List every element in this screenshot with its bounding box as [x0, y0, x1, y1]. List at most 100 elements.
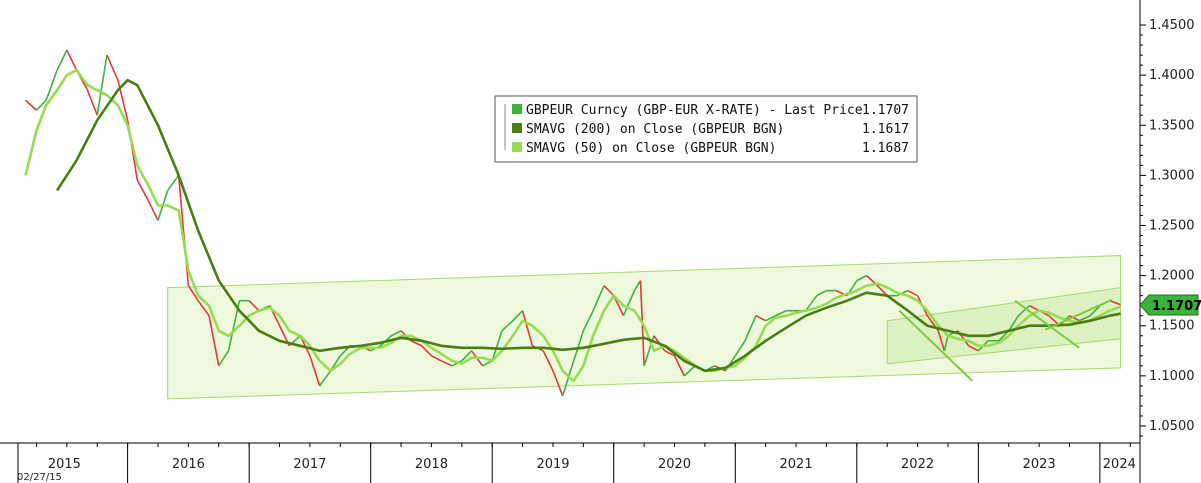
legend-value: 1.1617 — [862, 122, 909, 137]
price-segment — [1029, 304, 1040, 312]
price-segment — [491, 330, 503, 362]
price-segment — [1017, 305, 1030, 317]
last-price-tag-shape — [1139, 294, 1199, 316]
trend-lines — [898, 298, 1113, 382]
price-segment — [755, 315, 767, 322]
y-tick-label: 1.1000 — [1149, 369, 1195, 384]
legend-box — [494, 95, 918, 163]
sma50-line — [24, 68, 1122, 383]
price-segment — [1078, 314, 1091, 322]
price-segment — [461, 350, 473, 362]
price-segment — [86, 89, 98, 116]
price-segment — [66, 49, 78, 71]
y-tick-label: 1.3500 — [1149, 118, 1195, 133]
price-segment — [775, 309, 787, 317]
price-segment — [136, 180, 149, 201]
price-segment — [683, 365, 696, 377]
price-segment — [744, 315, 757, 342]
price-segment — [35, 99, 47, 111]
legend-swatch — [512, 142, 522, 152]
trend-line-1 — [1014, 299, 1080, 349]
last-price-tag: 1.1707 — [1139, 294, 1201, 316]
price-segment — [431, 355, 442, 362]
price-segment — [552, 370, 564, 397]
price-segment — [197, 300, 210, 317]
y-tick-label: 1.4500 — [1149, 18, 1195, 33]
price-segment — [968, 345, 979, 352]
x-tick-label: 2023 — [1023, 457, 1056, 472]
price-segment — [603, 285, 615, 297]
y-tick-label: 1.1500 — [1149, 319, 1195, 334]
x-tick-label: 2019 — [536, 457, 569, 472]
price-segment — [592, 285, 605, 312]
price-segment — [501, 320, 514, 332]
legend-value: 1.1707 — [862, 103, 909, 118]
price-segment — [390, 330, 402, 337]
price-segment — [816, 289, 827, 297]
sma200-line — [56, 78, 1121, 373]
legend-swatch — [512, 123, 522, 133]
y-tick-label: 1.2000 — [1149, 269, 1195, 284]
price-segment — [147, 200, 159, 221]
price-segment — [309, 355, 321, 387]
price-segment — [167, 174, 180, 191]
y-tick-label: 1.2500 — [1149, 219, 1195, 234]
trend-line-0 — [898, 309, 973, 382]
price-segment — [1069, 315, 1080, 322]
price-segment — [421, 345, 433, 357]
price-segment — [24, 99, 38, 111]
price-segment — [218, 350, 230, 367]
legend: GBPEUR Curncy (GBP-EUR X-RATE) - Last Pr… — [494, 95, 918, 163]
series-layer — [24, 49, 1122, 397]
x-tick-label: 2017 — [293, 457, 326, 472]
y-tick-label: 1.4000 — [1149, 68, 1195, 83]
price-segment — [856, 274, 867, 282]
x-tick-label: 2016 — [172, 457, 205, 472]
x-tick-label: 2015 — [48, 457, 81, 472]
price-segment — [45, 69, 58, 101]
price-segment — [582, 310, 594, 332]
y-tick-label: 1.0500 — [1149, 419, 1195, 434]
price-segment — [106, 54, 119, 81]
price-segment — [765, 315, 776, 322]
price-segment — [1089, 305, 1101, 317]
x-tick-label: 2022 — [901, 457, 934, 472]
price-segment — [512, 310, 524, 322]
price-segment — [208, 315, 220, 366]
legend-value: 1.1687 — [862, 141, 909, 156]
price-segment — [633, 280, 642, 292]
price-segment — [734, 340, 746, 357]
price-segment — [410, 340, 423, 347]
price-segment — [96, 54, 108, 116]
legend-swatch — [512, 104, 522, 114]
price-segment — [572, 330, 585, 362]
price-segment — [542, 350, 554, 372]
price-segment — [1109, 299, 1121, 306]
trend-line-2 — [1044, 298, 1113, 331]
legend-label: GBPEUR Curncy (GBP-EUR X-RATE) - Last Pr… — [526, 103, 863, 118]
legend-label: SMAVG (50) on Close (GBPEUR BGN) — [526, 141, 776, 156]
legend-label: SMAVG (200) on Close (GBPEUR BGN) — [526, 122, 784, 137]
start-date-label: 02/27/15 — [17, 472, 62, 483]
price-segment — [187, 285, 199, 302]
x-tick-label: 2020 — [658, 457, 691, 472]
x-tick-label: 2024 — [1103, 457, 1136, 472]
price-segment — [561, 360, 575, 397]
price-segment — [943, 335, 949, 351]
price-segment — [937, 330, 946, 352]
x-tick-label: 2021 — [780, 457, 813, 472]
last-price-tag-label: 1.1707 — [1152, 299, 1201, 314]
y-tick-label: 1.3000 — [1149, 168, 1195, 183]
price-segment — [521, 310, 534, 346]
price-segment — [318, 370, 332, 387]
price-segment — [1008, 315, 1020, 332]
price-segment — [673, 355, 685, 377]
price-segment — [664, 350, 675, 357]
price-segment — [248, 300, 260, 312]
price-segment — [622, 290, 636, 317]
price-segment — [805, 295, 818, 312]
price-segment — [876, 285, 888, 297]
x-tick-label: 2018 — [415, 457, 448, 472]
